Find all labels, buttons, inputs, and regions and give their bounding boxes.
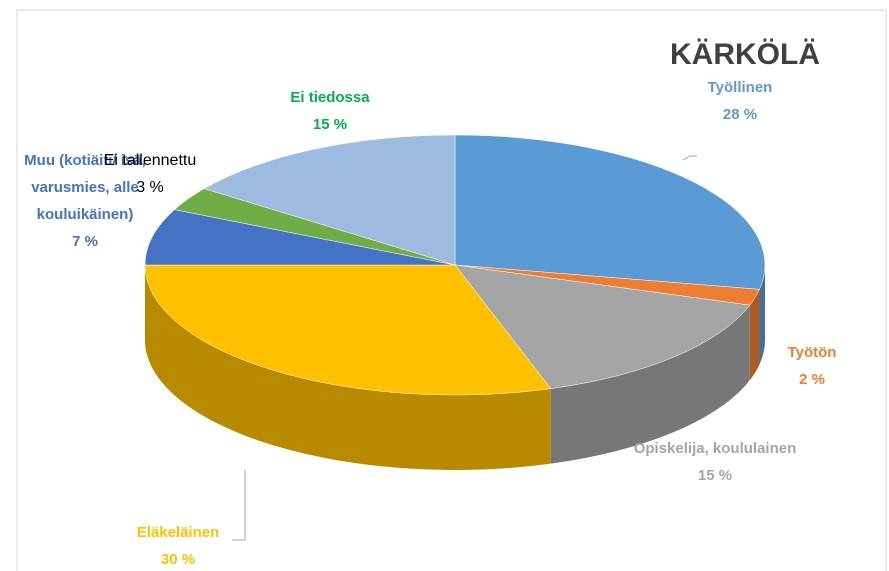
value-label: 3 % [136, 179, 164, 196]
value-label: 28 % [722, 106, 758, 123]
pie-slice-side [145, 265, 551, 470]
chart-frame [16, 9, 887, 571]
pie-slice [454, 134, 766, 290]
category-label: Työtön [787, 344, 837, 361]
data-label: Opiskelija, koululainen 15 % [595, 435, 835, 489]
data-label: Ei tiedossa 15 % [260, 84, 400, 138]
value-label: 15 % [312, 116, 348, 133]
data-label: Työtön 2 % [772, 339, 852, 393]
pie-slice [454, 264, 751, 389]
data-label: Ei tallennettu 3 % [80, 147, 220, 201]
chart-title: KÄRKÖLÄ [670, 38, 820, 71]
value-label: 15 % [697, 467, 733, 484]
category-label: Ei tiedossa [290, 89, 370, 106]
category-label: Eläkeläinen [136, 524, 220, 541]
pie-slice [203, 134, 456, 266]
data-label: Muu (kotiäiti/ isä, varusmies, alle koul… [0, 147, 170, 255]
value-label: 7 % [72, 233, 98, 250]
value-label: 30 % [160, 551, 196, 568]
pie-slice [144, 209, 456, 266]
data-label: Eläkeläinen 30 % [98, 519, 258, 571]
category-label: Työllinen [707, 79, 773, 96]
category-label: Opiskelija, koululainen [633, 440, 797, 457]
pie-slice-side [749, 289, 760, 381]
pie [144, 134, 766, 470]
category-label: Ei tallennettu [103, 152, 197, 169]
leader-line [682, 155, 697, 161]
pie-slice [144, 264, 552, 396]
leader-line [232, 470, 246, 541]
data-label: Työllinen 28 % [665, 74, 815, 128]
value-label: 2 % [799, 371, 825, 388]
category-label: Muu (kotiäiti/ isä, varusmies, alle koul… [24, 152, 146, 223]
pie-slice-side [759, 265, 765, 365]
